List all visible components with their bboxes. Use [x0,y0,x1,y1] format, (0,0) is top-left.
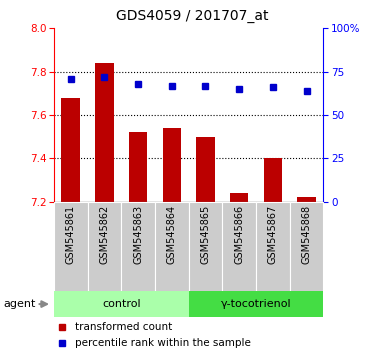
Bar [88,202,121,292]
Bar [189,202,223,292]
Text: control: control [102,299,141,309]
Text: γ-tocotrienol: γ-tocotrienol [221,299,291,309]
Text: GSM545867: GSM545867 [268,205,278,264]
Text: GDS4059 / 201707_at: GDS4059 / 201707_at [116,9,269,23]
Text: GSM545865: GSM545865 [201,205,211,264]
Text: GSM545861: GSM545861 [66,205,76,264]
Text: GSM545866: GSM545866 [234,205,244,264]
Bar [121,202,155,292]
Bar [54,202,88,292]
Bar [189,291,323,317]
Text: agent: agent [4,299,36,309]
Bar [290,202,323,292]
Bar [230,193,248,202]
Bar [155,202,189,292]
Bar [162,128,181,202]
Bar [256,202,290,292]
Bar [62,98,80,202]
Bar [223,202,256,292]
Text: transformed count: transformed count [75,321,173,332]
Text: percentile rank within the sample: percentile rank within the sample [75,338,251,348]
Bar [196,137,215,202]
Bar [54,291,189,317]
Text: GSM545864: GSM545864 [167,205,177,264]
Text: GSM545863: GSM545863 [133,205,143,264]
Text: GSM545862: GSM545862 [99,205,109,264]
Bar [129,132,147,202]
Bar [264,158,282,202]
Bar [297,198,316,202]
Bar [95,63,114,202]
Text: GSM545868: GSM545868 [301,205,311,264]
